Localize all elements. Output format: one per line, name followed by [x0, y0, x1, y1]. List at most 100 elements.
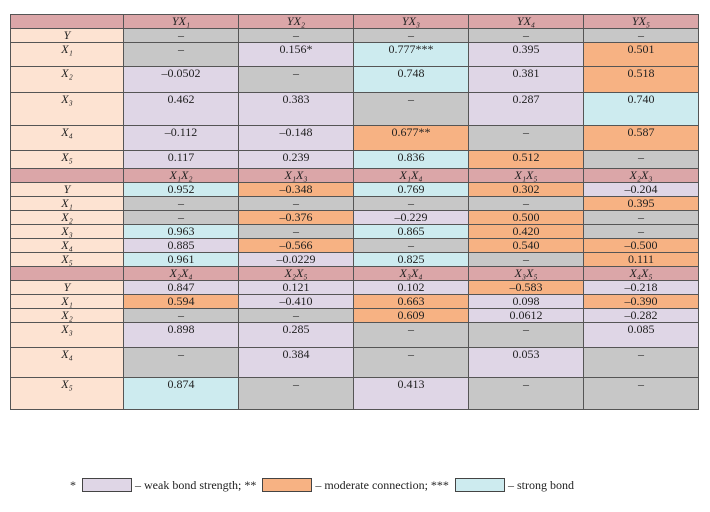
column-header: YX₃	[353, 14, 469, 29]
value-cell: –	[583, 377, 699, 410]
value-cell: 0.381	[468, 66, 584, 93]
column-header: X₁X₅	[468, 168, 584, 183]
value-cell: 0.594	[123, 294, 239, 309]
value-cell: 0.0612	[468, 308, 584, 323]
row-label: X₃	[10, 224, 124, 239]
value-cell: –	[123, 210, 239, 225]
table-row: X₄ –0.384–0.053–	[10, 347, 699, 378]
table-row: X₅ 0.961 –0.0229 0.825–0.111	[10, 252, 699, 267]
value-cell: –	[468, 28, 584, 43]
row-label: X₁	[10, 196, 124, 211]
value-cell: 0.383	[238, 92, 354, 126]
column-header: YX₅	[583, 14, 699, 29]
value-cell: –	[123, 347, 239, 378]
legend-swatch-strong	[454, 478, 505, 492]
table-row: X₁ –0.156* 0.777*** 0.395 0.501	[10, 42, 699, 67]
table-row: X₃ 0.898 0.285– –0.085	[10, 322, 699, 348]
correlation-table: YX₁ YX₂ YX₃ YX₄ YX₅ Y – – – – – X₁ –0.156* 0.777*** 0.…	[10, 14, 699, 410]
value-cell: –0.376	[238, 210, 354, 225]
value-cell: –0.410	[238, 294, 354, 309]
table-row: X₂ – –0.376 –0.229 0.500–	[10, 210, 699, 225]
header-corner-cell	[10, 14, 124, 29]
column-header: X₁X₂	[123, 168, 239, 183]
row-label: X₁	[10, 42, 124, 67]
value-cell: –0.204	[583, 182, 699, 197]
value-cell: 0.500	[468, 210, 584, 225]
value-cell: 0.865	[353, 224, 469, 239]
table-row: X₄ 0.885 –0.566–0.540 –0.500	[10, 238, 699, 253]
value-cell: –	[353, 238, 469, 253]
value-cell: 0.501	[583, 42, 699, 67]
table-row: X₁ – – – –0.395	[10, 196, 699, 211]
column-header: X₁X₄	[353, 168, 469, 183]
value-cell: –	[468, 252, 584, 267]
header-row: YX₁ YX₂ YX₃ YX₄ YX₅	[10, 14, 699, 29]
value-cell: 0.885	[123, 238, 239, 253]
row-label: Y	[10, 280, 124, 295]
value-cell: 0.825	[353, 252, 469, 267]
value-cell: –	[123, 308, 239, 323]
row-label: X₅	[10, 377, 124, 410]
column-header: X₃X₄	[353, 266, 469, 281]
value-cell: –0.148	[238, 125, 354, 151]
value-cell: –0.348	[238, 182, 354, 197]
value-cell: 0.769	[353, 182, 469, 197]
value-cell: –0.566	[238, 238, 354, 253]
column-header: X₂X₅	[238, 266, 354, 281]
value-cell: 0.677**	[353, 125, 469, 151]
value-cell: 0.117	[123, 150, 239, 169]
value-cell: 0.874	[123, 377, 239, 410]
row-label: X₂	[10, 308, 124, 323]
value-cell: –	[583, 210, 699, 225]
value-cell: –	[238, 28, 354, 43]
value-cell: 0.847	[123, 280, 239, 295]
value-cell: –0.112	[123, 125, 239, 151]
value-cell: –0.0229	[238, 252, 354, 267]
table-row: Y 0.847 0.121 0.102 –0.583 –0.218	[10, 280, 699, 295]
column-header: YX₂	[238, 14, 354, 29]
value-cell: –	[353, 28, 469, 43]
row-label: X₄	[10, 347, 124, 378]
value-cell: –	[583, 347, 699, 378]
value-cell: –	[583, 224, 699, 239]
column-header: X₃X₅	[468, 266, 584, 281]
legend-weak-text: – weak bond strength; **	[135, 477, 257, 492]
value-cell: 0.085	[583, 322, 699, 348]
value-cell: 0.587	[583, 125, 699, 151]
row-label: X₅	[10, 252, 124, 267]
column-header: YX₄	[468, 14, 584, 29]
value-cell: 0.462	[123, 92, 239, 126]
table-row: X₁ 0.594 –0.410 0.663 0.098 –0.390	[10, 294, 699, 309]
value-cell: –0.218	[583, 280, 699, 295]
value-cell: –	[468, 322, 584, 348]
table-row: X₅ 0.117 0.239 0.836 0.512–	[10, 150, 699, 169]
value-cell: 0.287	[468, 92, 584, 126]
value-cell: –	[238, 377, 354, 410]
value-cell: –0.229	[353, 210, 469, 225]
column-header: YX₁	[123, 14, 239, 29]
value-cell: –0.282	[583, 308, 699, 323]
value-cell: –	[238, 196, 354, 211]
legend-weak-marker: *	[70, 477, 76, 492]
row-label: Y	[10, 182, 124, 197]
table-row: X₄ –0.112 –0.148 0.677** –0.587	[10, 125, 699, 151]
row-label: X₂	[10, 66, 124, 93]
table-row: X₂ –0.0502–0.748 0.381 0.518	[10, 66, 699, 93]
value-cell: 0.384	[238, 347, 354, 378]
value-cell: 0.518	[583, 66, 699, 93]
legend-swatch-moderate	[262, 478, 313, 492]
legend-strong-text: – strong bond	[507, 477, 574, 492]
row-label: X₂	[10, 210, 124, 225]
value-cell: 0.098	[468, 294, 584, 309]
header-corner-cell	[10, 266, 124, 281]
value-cell: 0.111	[583, 252, 699, 267]
value-cell: –0.500	[583, 238, 699, 253]
column-header: X₂X₃	[583, 168, 699, 183]
value-cell: 0.053	[468, 347, 584, 378]
value-cell: –0.0502	[123, 66, 239, 93]
value-cell: 0.302	[468, 182, 584, 197]
value-cell: 0.777***	[353, 42, 469, 67]
value-cell: –0.390	[583, 294, 699, 309]
value-cell: 0.420	[468, 224, 584, 239]
row-label: X₃	[10, 322, 124, 348]
